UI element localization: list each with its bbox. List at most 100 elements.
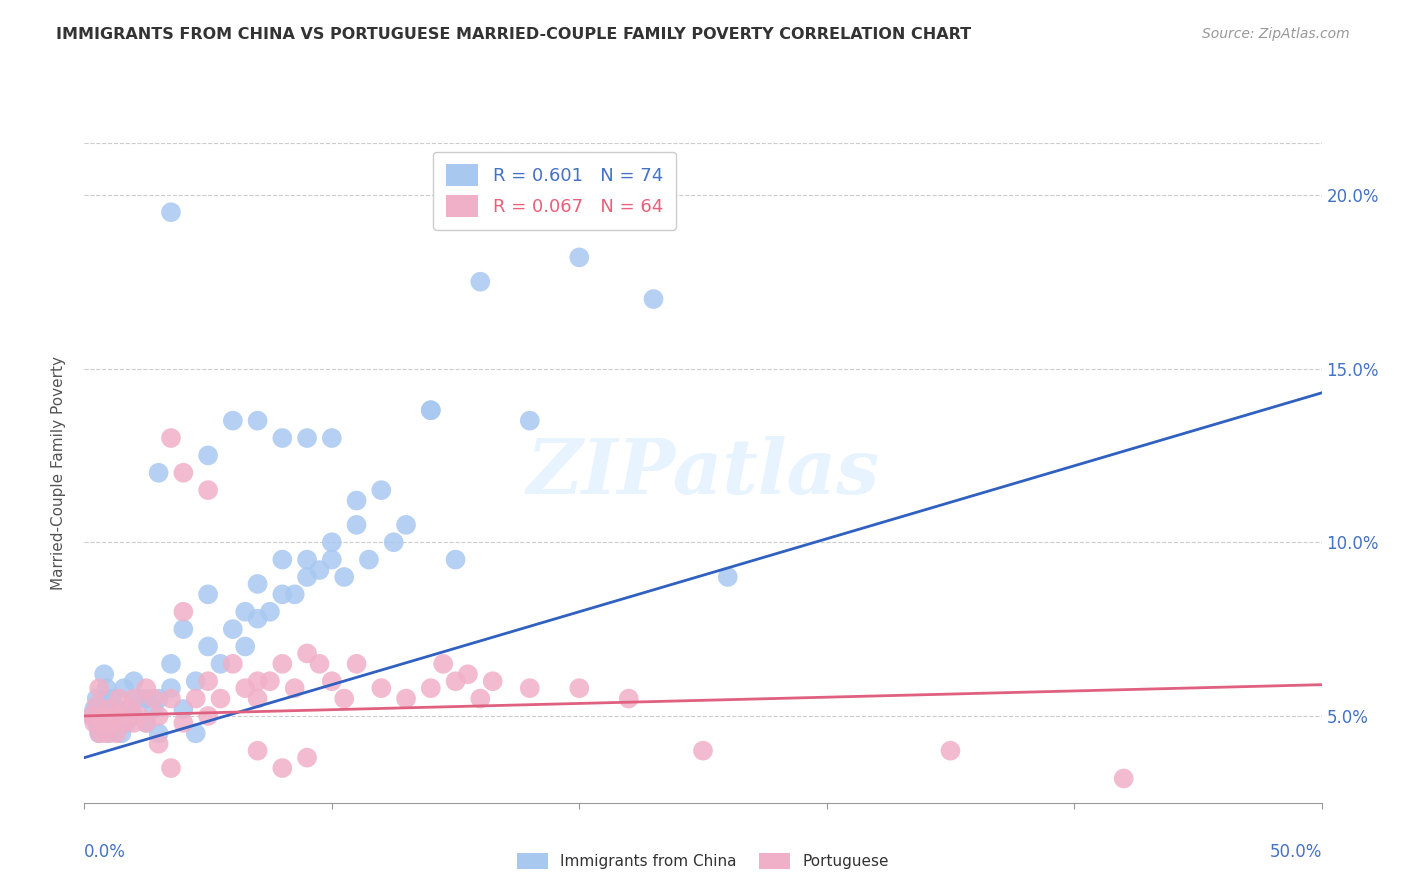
Point [717,570,740,584]
Point [395,691,418,706]
Point [80,709,103,723]
Point [100,691,122,706]
Point [284,681,307,695]
Legend: Immigrants from China, Portuguese: Immigrants from China, Portuguese [512,847,894,875]
Point [470,691,492,706]
Point [135,715,157,730]
Point [1112,772,1135,786]
Point [197,587,219,601]
Point [271,431,294,445]
Point [93,709,115,723]
Point [246,691,269,706]
Point [370,483,392,497]
Text: 0.0%: 0.0% [84,843,127,861]
Point [444,552,467,566]
Point [110,726,132,740]
Point [346,517,368,532]
Text: Source: ZipAtlas.com: Source: ZipAtlas.com [1202,27,1350,41]
Point [246,612,269,626]
Point [419,403,441,417]
Point [333,570,356,584]
Point [148,466,170,480]
Point [103,709,125,723]
Text: ZIPatlas: ZIPatlas [526,436,880,509]
Point [160,657,183,671]
Point [118,702,141,716]
Point [96,726,118,740]
Point [172,702,194,716]
Point [382,535,405,549]
Point [259,674,281,689]
Point [122,709,145,723]
Point [284,587,307,601]
Point [105,726,128,740]
Point [395,517,418,532]
Point [122,691,145,706]
Point [346,657,368,671]
Point [148,691,170,706]
Point [115,715,138,730]
Point [259,605,281,619]
Text: IMMIGRANTS FROM CHINA VS PORTUGUESE MARRIED-COUPLE FAMILY POVERTY CORRELATION CH: IMMIGRANTS FROM CHINA VS PORTUGUESE MARR… [56,27,972,42]
Point [481,674,503,689]
Point [617,691,640,706]
Point [295,431,318,445]
Point [432,657,454,671]
Point [197,674,219,689]
Point [128,709,150,723]
Point [246,744,269,758]
Point [271,761,294,775]
Point [346,493,368,508]
Point [89,726,111,740]
Point [135,691,157,706]
Point [184,691,207,706]
Point [519,414,541,428]
Point [321,431,343,445]
Point [222,622,245,636]
Point [209,657,232,671]
Point [222,414,245,428]
Point [148,709,170,723]
Point [135,715,157,730]
Point [100,715,122,730]
Point [89,709,111,723]
Point [308,657,330,671]
Point [142,691,165,706]
Point [93,667,115,681]
Point [419,403,441,417]
Point [112,681,135,695]
Point [110,709,132,723]
Point [271,587,294,601]
Text: 50.0%: 50.0% [1270,843,1322,861]
Point [83,702,105,716]
Point [160,205,183,219]
Point [444,674,467,689]
Point [233,605,256,619]
Point [457,667,479,681]
Point [103,715,125,730]
Point [197,709,219,723]
Point [172,605,194,619]
Point [519,681,541,695]
Point [271,657,294,671]
Point [643,292,665,306]
Point [172,622,194,636]
Point [122,715,145,730]
Point [98,709,121,723]
Point [295,647,318,661]
Point [93,715,115,730]
Point [419,681,441,695]
Point [209,691,232,706]
Y-axis label: Married-Couple Family Poverty: Married-Couple Family Poverty [51,356,66,590]
Point [86,691,108,706]
Point [89,681,111,695]
Point [89,726,111,740]
Point [333,691,356,706]
Point [86,715,108,730]
Point [233,640,256,654]
Point [148,726,170,740]
Point [90,719,112,733]
Point [321,535,343,549]
Point [295,552,318,566]
Point [470,275,492,289]
